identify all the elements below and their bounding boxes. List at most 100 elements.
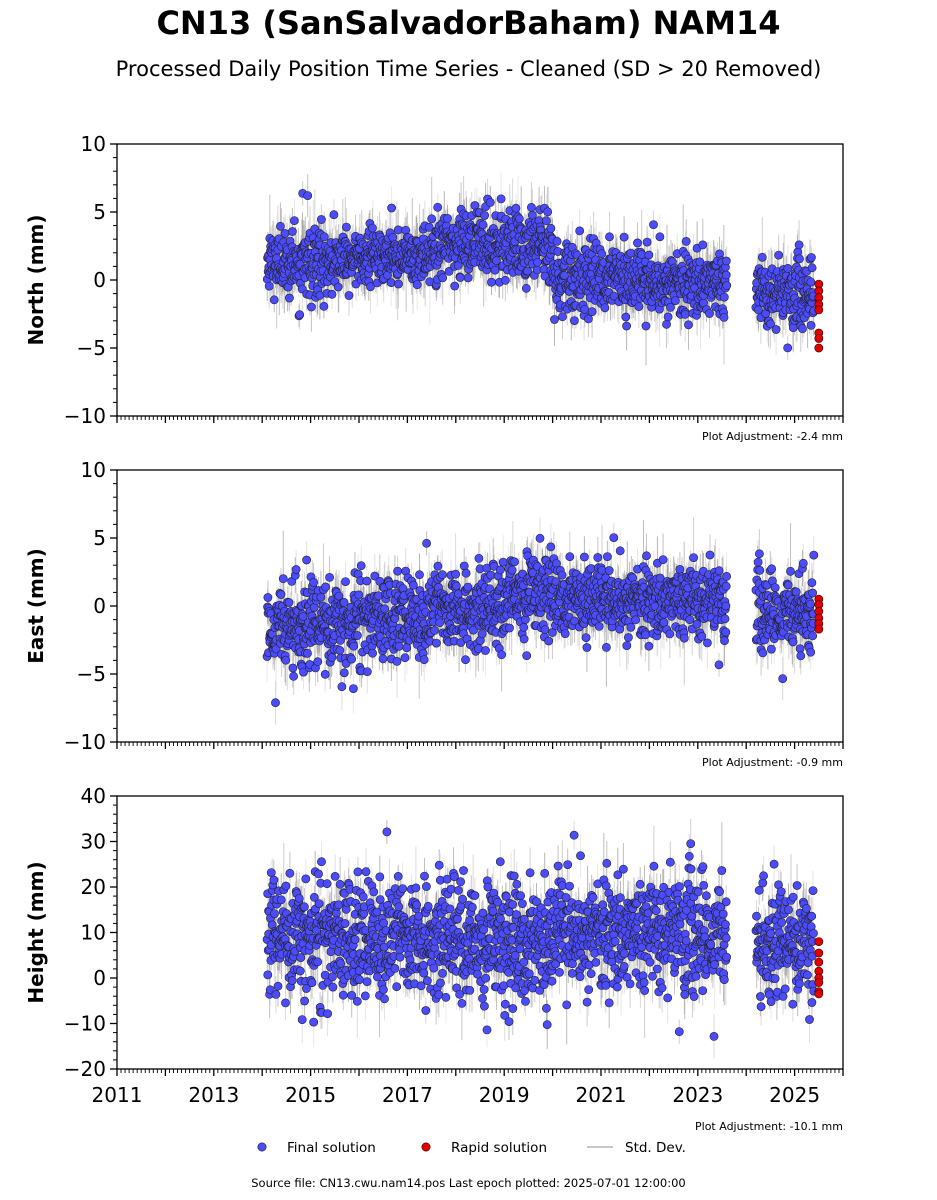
final-point bbox=[757, 252, 767, 262]
final-point bbox=[806, 277, 816, 287]
axes-frame bbox=[116, 143, 844, 417]
final-point bbox=[438, 273, 448, 283]
final-point bbox=[798, 324, 807, 334]
final-point bbox=[424, 222, 434, 232]
final-point bbox=[427, 214, 437, 224]
final-point bbox=[527, 202, 536, 212]
final-point bbox=[605, 232, 614, 242]
rapid-point bbox=[814, 343, 824, 353]
final-point bbox=[287, 227, 297, 236]
final-point bbox=[771, 325, 781, 334]
final-point bbox=[774, 250, 784, 260]
final-point bbox=[807, 263, 817, 273]
final-point bbox=[450, 281, 460, 291]
final-point bbox=[634, 302, 644, 311]
final-point bbox=[698, 240, 708, 250]
final-point bbox=[478, 220, 488, 230]
final-point bbox=[490, 265, 500, 275]
final-point bbox=[670, 296, 680, 305]
final-point bbox=[515, 214, 524, 224]
final-point bbox=[433, 202, 443, 212]
final-point bbox=[806, 320, 816, 330]
final-point bbox=[626, 248, 636, 258]
final-point bbox=[681, 236, 691, 246]
final-point bbox=[284, 293, 294, 303]
y-tick-label: −10 bbox=[64, 404, 106, 428]
final-point bbox=[546, 223, 556, 233]
chart-subtitle: Processed Daily Position Time Series - C… bbox=[115, 57, 822, 81]
y-tick-label: 5 bbox=[93, 200, 106, 224]
final-point bbox=[721, 270, 731, 280]
final-point bbox=[487, 277, 496, 287]
final-point bbox=[560, 270, 569, 280]
final-point bbox=[316, 215, 326, 224]
final-point bbox=[684, 320, 693, 330]
final-point bbox=[550, 315, 559, 324]
final-point bbox=[597, 249, 607, 259]
final-point bbox=[344, 291, 354, 300]
final-point bbox=[641, 321, 651, 331]
final-point bbox=[655, 232, 665, 242]
plot-adjustment-note: Plot Adjustment: -2.4 mm bbox=[702, 430, 843, 443]
y-tick-label: −5 bbox=[77, 336, 106, 360]
final-point bbox=[393, 225, 403, 235]
final-point bbox=[443, 213, 452, 223]
final-point bbox=[319, 232, 329, 242]
final-point bbox=[695, 257, 705, 267]
final-point bbox=[644, 250, 654, 260]
final-point bbox=[580, 304, 590, 314]
final-point bbox=[558, 312, 567, 322]
final-point bbox=[788, 323, 798, 332]
final-point bbox=[721, 256, 731, 266]
final-point bbox=[794, 240, 804, 250]
final-point bbox=[662, 319, 671, 329]
final-point bbox=[584, 314, 593, 324]
final-point bbox=[521, 283, 531, 293]
final-point bbox=[319, 301, 329, 311]
final-point bbox=[303, 191, 313, 200]
final-point bbox=[500, 275, 510, 285]
final-point bbox=[719, 312, 729, 322]
final-point bbox=[485, 197, 495, 207]
final-point bbox=[306, 302, 316, 312]
final-point bbox=[543, 207, 553, 217]
final-point bbox=[722, 281, 732, 290]
final-point bbox=[663, 312, 673, 322]
final-point bbox=[666, 302, 675, 312]
final-point bbox=[795, 254, 804, 264]
final-points bbox=[262, 188, 824, 353]
final-point bbox=[289, 216, 299, 225]
final-point bbox=[766, 319, 775, 329]
final-point bbox=[600, 303, 610, 313]
final-point bbox=[333, 282, 343, 292]
final-point bbox=[719, 292, 729, 302]
final-point bbox=[642, 237, 652, 247]
final-point bbox=[783, 343, 793, 353]
y-axis-label: North (mm) bbox=[24, 214, 48, 345]
final-point bbox=[649, 220, 658, 229]
chart-title: CN13 (SanSalvadorBaham) NAM14 bbox=[156, 4, 781, 42]
final-point bbox=[807, 253, 816, 262]
final-point bbox=[412, 280, 422, 290]
final-point bbox=[480, 211, 489, 220]
final-point bbox=[386, 278, 396, 288]
final-point bbox=[533, 257, 542, 267]
final-point bbox=[280, 229, 290, 238]
final-point bbox=[511, 203, 521, 213]
final-point bbox=[570, 316, 579, 325]
final-point bbox=[622, 321, 631, 331]
final-point bbox=[542, 216, 551, 226]
final-point bbox=[754, 305, 763, 315]
north-panel: −10 −5 0 5 10 North (mm) Plot Adjustment: -2.4… bbox=[24, 132, 844, 443]
final-point bbox=[327, 289, 337, 299]
final-point bbox=[269, 295, 279, 305]
final-point bbox=[275, 221, 285, 231]
final-point bbox=[264, 281, 274, 291]
final-point bbox=[621, 312, 631, 322]
final-point bbox=[394, 279, 403, 289]
final-point bbox=[366, 282, 375, 292]
final-point bbox=[295, 310, 305, 320]
final-point bbox=[444, 266, 454, 276]
